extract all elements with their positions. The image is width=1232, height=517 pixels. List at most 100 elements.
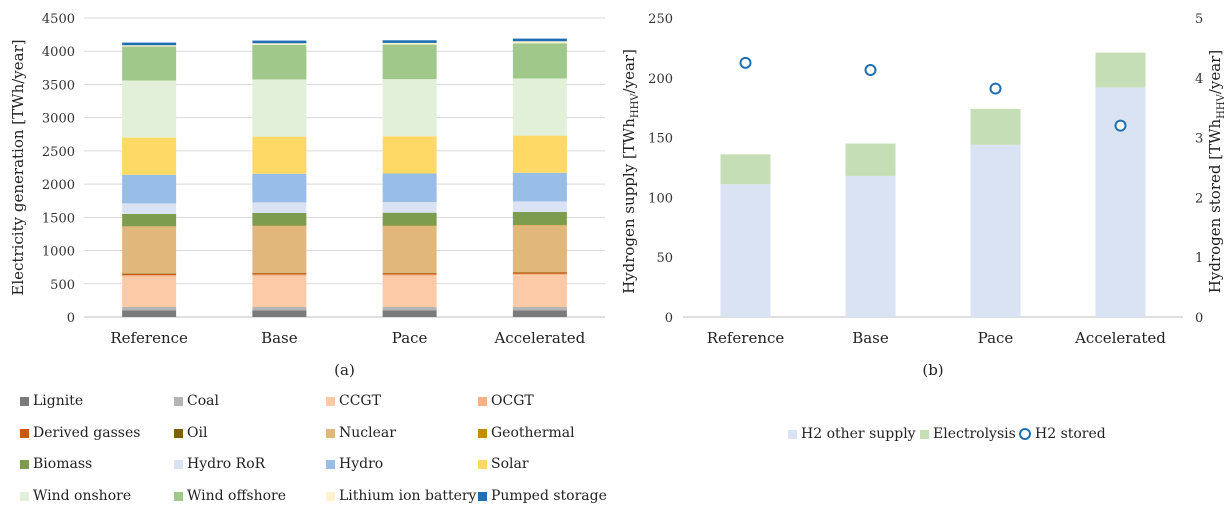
y2-tick-label: 2 bbox=[1195, 191, 1203, 206]
bar-segment-biomass bbox=[512, 212, 567, 225]
legend-item-oil: Oil bbox=[174, 425, 207, 441]
y-tick-label: 3000 bbox=[42, 112, 75, 127]
legend-swatch bbox=[326, 428, 335, 438]
legend-swatch bbox=[174, 428, 183, 438]
legend-swatch bbox=[788, 429, 797, 439]
bar-segment-hydro bbox=[382, 173, 437, 203]
bar-segment-electrolysis bbox=[1095, 52, 1146, 88]
legend-swatch bbox=[20, 396, 29, 406]
legend-label: H2 other supply bbox=[801, 426, 916, 442]
legend-label: H2 stored bbox=[1035, 426, 1106, 442]
bar-segment-coal bbox=[382, 307, 437, 311]
y-tick-label: 100 bbox=[648, 191, 673, 206]
y-tick-label: 50 bbox=[656, 251, 673, 266]
bar-segment-pumped-storage bbox=[512, 38, 567, 42]
legend-item-geothermal: Geothermal bbox=[478, 425, 575, 441]
y-axis-title: Electricity generation [TWh/year] bbox=[9, 39, 27, 295]
panel-label-a: (a) bbox=[334, 361, 355, 379]
legend-label: Oil bbox=[187, 425, 208, 441]
legend-label: OCGT bbox=[491, 393, 534, 409]
y-tick-label: 2000 bbox=[42, 178, 75, 193]
bar-segment-hydro-ror bbox=[122, 203, 177, 215]
bar-segment-electrolysis bbox=[970, 108, 1021, 145]
legend-item-ccgt: CCGT bbox=[326, 393, 381, 409]
bar-segment-solar bbox=[122, 137, 177, 175]
y-tick-label: 4500 bbox=[42, 12, 75, 27]
legend-swatch bbox=[326, 459, 335, 469]
legend-item-solar: Solar bbox=[478, 456, 529, 472]
bar-segment-lignite bbox=[382, 310, 437, 317]
legend-label: Derived gasses bbox=[33, 425, 141, 441]
legend-swatch bbox=[20, 491, 29, 501]
legend-swatch bbox=[478, 491, 487, 501]
legend-swatch bbox=[326, 491, 335, 501]
legend-swatch bbox=[478, 459, 487, 469]
legend-label: Hydro bbox=[339, 456, 384, 472]
bar-segment-lithium-ion-battery bbox=[382, 42, 437, 45]
bar-segment-pumped-storage bbox=[252, 40, 307, 44]
bar-segment-electrolysis bbox=[720, 154, 771, 185]
scatter-point-h2-stored bbox=[739, 56, 752, 69]
y-tick-label: 0 bbox=[665, 311, 673, 326]
bar-segment-wind-onshore bbox=[382, 79, 437, 137]
legend-swatch bbox=[174, 491, 183, 501]
bar-segment-nuclear bbox=[382, 225, 437, 273]
bar-segment-nuclear bbox=[252, 225, 307, 273]
legend-swatch bbox=[174, 396, 183, 406]
y-tick-label: 500 bbox=[50, 278, 75, 293]
x-tick-label: Pace bbox=[392, 329, 428, 347]
y2-tick-label: 1 bbox=[1195, 251, 1203, 266]
bar-segment-biomass bbox=[252, 213, 307, 226]
legend-swatch bbox=[478, 396, 487, 406]
bar-segment-pumped-storage bbox=[382, 40, 437, 43]
legend-swatch bbox=[20, 459, 29, 469]
legend-item-coal: Coal bbox=[174, 393, 219, 409]
legend-swatch bbox=[326, 396, 335, 406]
legend-label: Hydro RoR bbox=[187, 456, 266, 472]
bar-segment-wind-onshore bbox=[252, 79, 307, 137]
bar-segment-lithium-ion-battery bbox=[122, 45, 177, 47]
bar-segment-lithium-ion-battery bbox=[512, 41, 567, 44]
y-tick-label: 200 bbox=[648, 72, 673, 87]
x-tick-label: Accelerated bbox=[1074, 329, 1166, 347]
bar-segment-hydro-ror bbox=[382, 202, 437, 213]
legend-item-pumped-storage: Pumped storage bbox=[478, 488, 607, 504]
bar-segment-solar bbox=[512, 135, 567, 173]
bar-segment-h2-other-supply bbox=[845, 175, 896, 317]
bar-segment-wind-offshore bbox=[512, 43, 567, 79]
legend-label: Nuclear bbox=[339, 425, 396, 441]
panel-a-electricity-generation: 0 500 1000 1500 2000 2500 3000 3500 4000 4500 Elec… bbox=[9, 12, 605, 379]
legend-swatch bbox=[20, 428, 29, 438]
scatter-point-h2-stored bbox=[864, 64, 877, 77]
bar-segment-lignite bbox=[122, 310, 177, 317]
y-tick-label: 1000 bbox=[42, 245, 75, 260]
y-tick-label: 4000 bbox=[42, 45, 75, 60]
bar-segment-derived-gasses bbox=[382, 273, 437, 275]
y2-axis-title: Hydrogen stored [TWhHHV/year] bbox=[1206, 50, 1227, 293]
legend-swatch bbox=[478, 428, 487, 438]
y-tick-label: 1500 bbox=[42, 211, 75, 226]
scatter-point-h2-stored bbox=[1114, 119, 1127, 132]
legend-swatch bbox=[1019, 428, 1031, 440]
bar-segment-ccgt bbox=[512, 275, 567, 308]
bar-segment-coal bbox=[122, 307, 177, 311]
y-tick-label: 2500 bbox=[42, 145, 75, 160]
bar-segment-ccgt bbox=[122, 276, 177, 308]
legend-item-biomass: Biomass bbox=[20, 456, 92, 472]
bar-segment-hydro-ror bbox=[512, 201, 567, 213]
bar-segment-wind-onshore bbox=[122, 80, 177, 138]
x-tick-label: Reference bbox=[707, 329, 785, 347]
legend-item-h2-stored: H2 stored bbox=[1019, 426, 1106, 442]
y2-tick-label: 4 bbox=[1195, 72, 1203, 87]
legend-item-derived-gasses: Derived gasses bbox=[20, 425, 140, 441]
legend-label: Wind onshore bbox=[33, 488, 132, 504]
legend-label: Coal bbox=[187, 393, 219, 409]
bar-segment-hydro bbox=[512, 172, 567, 202]
legend-label: Solar bbox=[491, 456, 529, 472]
legend-item-electrolysis: Electrolysis bbox=[920, 426, 1016, 442]
bar-segment-hydro bbox=[252, 173, 307, 203]
x-tick-label: Base bbox=[852, 329, 889, 347]
bar-segment-biomass bbox=[122, 214, 177, 227]
bar-segment-pumped-storage bbox=[122, 42, 177, 46]
legend-label: Biomass bbox=[33, 456, 93, 472]
